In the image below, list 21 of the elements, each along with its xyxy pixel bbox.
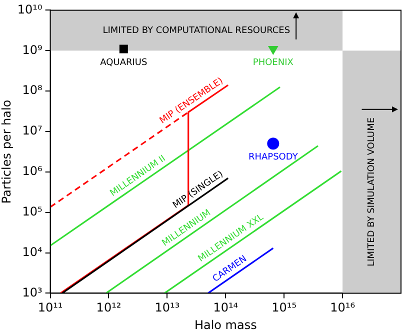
y-tick-label: 10¹⁰	[17, 2, 42, 16]
x-tick-label: 10¹⁴	[213, 300, 238, 315]
y-tick-label: 10⁹	[22, 42, 42, 57]
y-tick-label: 10³	[22, 285, 42, 300]
y-tick-label: 10⁶	[22, 164, 42, 178]
series-label: AQUARIUS	[100, 58, 148, 68]
x-tick-label: 10¹³	[154, 300, 180, 315]
band-label: LIMITED BY SIMULATION VOLUME	[367, 117, 378, 266]
x-axis-title: Halo mass	[194, 318, 257, 332]
x-tick-label: 10¹¹	[38, 300, 63, 315]
series-label: PHOENIX	[252, 58, 294, 68]
y-tick-label: 10⁷	[22, 124, 42, 138]
x-tick-label: 10¹²	[96, 300, 122, 315]
y-axis-title: Particles per halo	[0, 100, 14, 204]
series-label: RHAPSODY	[248, 152, 298, 162]
x-tick-label: 10¹⁵	[272, 300, 297, 315]
y-tick-label: 10⁵	[22, 204, 42, 218]
y-tick-label: 10⁴	[22, 244, 42, 259]
x-tick-label: 10¹⁶	[330, 300, 356, 315]
band-label: LIMITED BY COMPUTATIONAL RESOURCES	[102, 26, 290, 36]
y-tick-label: 10⁸	[22, 83, 42, 98]
